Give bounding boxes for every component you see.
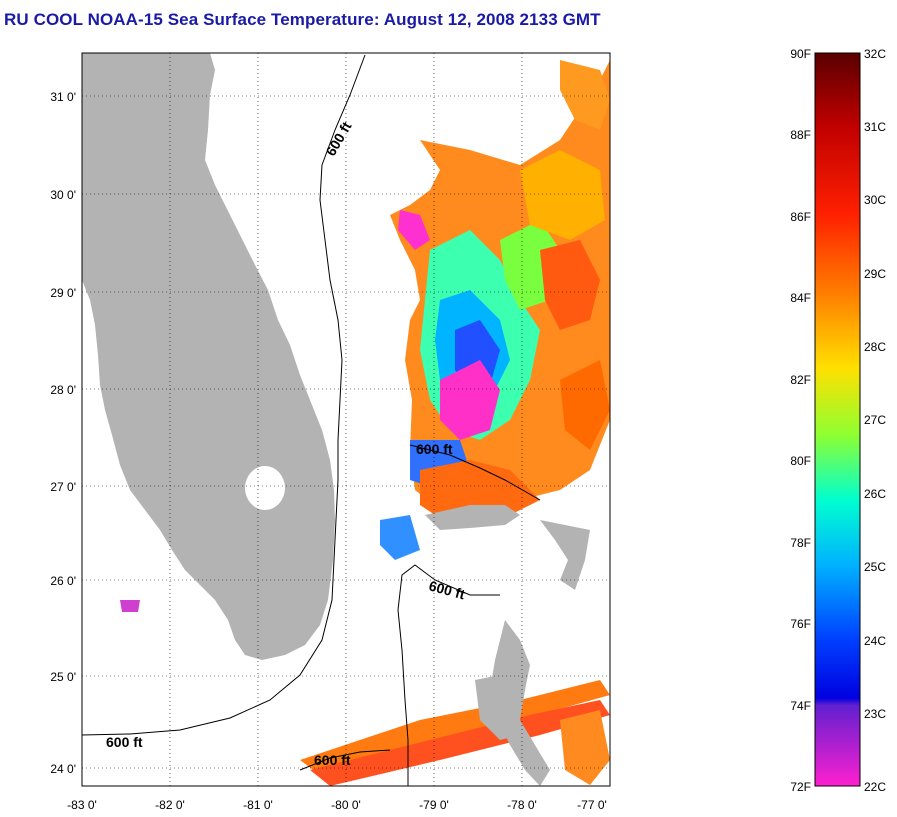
colorbar-c-label: 29C xyxy=(864,267,886,281)
andros-land xyxy=(475,675,520,740)
contour-600ft-bahamas xyxy=(409,444,541,501)
colorbar-f-label: 78F xyxy=(790,536,811,550)
sst-data-layer xyxy=(120,60,610,786)
colorbar-f-label: 88F xyxy=(790,128,811,142)
colorbar-f-label: 86F xyxy=(790,210,811,224)
colorbar-c-label: 25C xyxy=(864,560,886,574)
lat-axis: 24 0' 25 0' 26 0' 27 0' 28 0' 29 0' 30 0… xyxy=(50,90,76,776)
colorbar: 90F 88F 86F 84F 82F 80F 78F 76F 74F 72F … xyxy=(790,47,886,794)
lon-tick-label: -77 0' xyxy=(577,798,607,812)
lon-tick-label: -78 0' xyxy=(507,798,537,812)
colorbar-f-label: 90F xyxy=(790,47,811,61)
colorbar-f-label: 80F xyxy=(790,454,811,468)
lat-tick-label: 24 0' xyxy=(50,762,76,776)
graticule xyxy=(82,53,610,786)
colorbar-scale xyxy=(814,52,861,787)
contour-600ft-tongue xyxy=(397,564,500,786)
bahamas-land xyxy=(425,505,590,786)
contour-label: 600 ft xyxy=(416,441,453,457)
colorbar-c-label: 27C xyxy=(864,413,886,427)
colorbar-c-label: 24C xyxy=(864,634,886,648)
contour-600ft-south xyxy=(299,749,391,771)
lat-tick-label: 29 0' xyxy=(50,286,76,300)
lon-tick-label: -79 0' xyxy=(419,798,449,812)
colorbar-c-label: 32C xyxy=(864,47,886,61)
colorbar-c-label: 26C xyxy=(864,487,886,501)
colorbar-c-label: 28C xyxy=(864,340,886,354)
lat-tick-label: 30 0' xyxy=(50,188,76,202)
lake-okeechobee xyxy=(245,466,285,510)
lat-tick-label: 31 0' xyxy=(50,90,76,104)
colorbar-c-label: 23C xyxy=(864,707,886,721)
colorbar-f-label: 76F xyxy=(790,617,811,631)
lon-tick-label: -83 0' xyxy=(67,798,97,812)
lon-tick-label: -82 0' xyxy=(155,798,185,812)
colorbar-c-label: 31C xyxy=(864,120,886,134)
colorbar-c-label: 30C xyxy=(864,193,886,207)
lon-axis: -83 0' -82 0' -81 0' -80 0' -79 0' -78 0… xyxy=(67,798,607,812)
colorbar-f-label: 82F xyxy=(790,373,811,387)
colorbar-f-label: 84F xyxy=(790,291,811,305)
lon-tick-label: -80 0' xyxy=(331,798,361,812)
contour-label: 600 ft xyxy=(106,734,143,750)
lat-tick-label: 26 0' xyxy=(50,574,76,588)
contour-600ft-florida xyxy=(82,54,366,736)
page-title: RU COOL NOAA-15 Sea Surface Temperature:… xyxy=(4,10,601,29)
lat-tick-label: 28 0' xyxy=(50,383,76,397)
colorbar-f-label: 72F xyxy=(790,780,811,794)
lon-tick-label: -81 0' xyxy=(243,798,273,812)
map-frame xyxy=(81,52,611,787)
lat-tick-label: 25 0' xyxy=(50,670,76,684)
contour-label: 600 ft xyxy=(314,752,351,768)
colorbar-f-label: 74F xyxy=(790,699,811,713)
colorbar-c-label: 22C xyxy=(864,780,886,794)
lat-tick-label: 27 0' xyxy=(50,480,76,494)
